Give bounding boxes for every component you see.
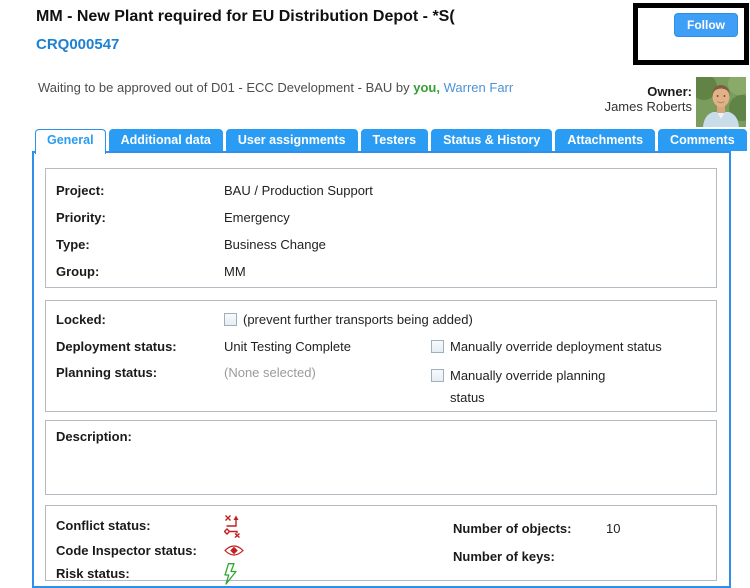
override-deployment-checkbox[interactable]	[431, 340, 444, 353]
workflow-status-line: Waiting to be approved out of D01 - ECC …	[38, 80, 513, 95]
override-planning-label-line1: Manually override planning	[450, 368, 606, 383]
number-of-keys-row: Number of keys:	[453, 542, 620, 570]
priority-label: Priority:	[56, 210, 106, 225]
group-label: Group:	[56, 264, 100, 279]
request-info-box: Project: BAU / Production Support Priori…	[45, 168, 717, 288]
follow-highlight-annotation: Follow	[633, 3, 749, 65]
tab-attachments[interactable]: Attachments	[555, 129, 656, 151]
planning-status-label: Planning status:	[56, 365, 158, 380]
number-of-objects-value: 10	[606, 520, 621, 536]
risk-status-label: Risk status:	[56, 566, 130, 581]
tab-bar: General Additional data User assignments…	[35, 129, 747, 154]
status-approver-link[interactable]: Warren Farr	[443, 80, 514, 95]
locked-field: (prevent further transports being added)	[224, 312, 473, 327]
tab-testers[interactable]: Testers	[360, 129, 429, 151]
status-you: you,	[413, 80, 440, 95]
tab-comments[interactable]: Comments	[658, 129, 747, 151]
priority-row: Priority: Emergency	[56, 204, 706, 231]
override-planning-checkbox[interactable]	[431, 369, 444, 382]
project-value: BAU / Production Support	[224, 183, 373, 198]
avatar-image	[696, 77, 746, 127]
override-deployment-field: Manually override deployment status	[431, 339, 662, 354]
deployment-status-label: Deployment status:	[56, 339, 177, 354]
conflict-status-label: Conflict status:	[56, 518, 151, 533]
locked-label: Locked:	[56, 312, 106, 327]
owner-label: Owner:	[647, 84, 692, 99]
type-value: Business Change	[224, 237, 326, 252]
general-tab-panel: Project: BAU / Production Support Priori…	[32, 151, 731, 588]
override-planning-field: Manually override planning status	[431, 360, 605, 409]
crq-number: CRQ000547	[36, 36, 120, 53]
locked-row: Locked: (prevent further transports bein…	[56, 306, 706, 333]
priority-value: Emergency	[224, 210, 290, 225]
project-row: Project: BAU / Production Support	[56, 177, 706, 204]
number-of-objects-row: Number of objects: 10	[453, 514, 620, 542]
owner-avatar	[696, 77, 746, 127]
group-row: Group: MM	[56, 258, 706, 285]
code-inspector-status-label: Code Inspector status:	[56, 543, 197, 558]
type-label: Type:	[56, 237, 90, 252]
code-inspector-status-row: Code Inspector status:	[56, 539, 706, 562]
number-of-objects-label: Number of objects:	[453, 520, 572, 536]
risk-icon	[224, 562, 248, 585]
risk-status-row: Risk status:	[56, 562, 706, 585]
planning-status-row: Planning status: (None selected) Manuall…	[56, 360, 706, 409]
planning-status-value: (None selected)	[224, 365, 316, 380]
owner-block: Owner: James Roberts	[605, 77, 746, 127]
code-inspector-icon	[224, 544, 248, 557]
deployment-status-value: Unit Testing Complete	[224, 339, 351, 354]
number-of-keys-label: Number of keys:	[453, 548, 555, 564]
override-deployment-label: Manually override deployment status	[450, 339, 662, 354]
project-label: Project:	[56, 183, 105, 198]
conflict-icon	[224, 514, 248, 538]
page-title: MM - New Plant required for EU Distribut…	[36, 8, 455, 25]
status-text: Waiting to be approved out of D01 - ECC …	[38, 80, 414, 95]
counts-column: Number of objects: 10 Number of keys:	[453, 514, 620, 570]
deployment-status-row: Deployment status: Unit Testing Complete…	[56, 333, 706, 360]
description-box: Description:	[45, 420, 717, 495]
override-planning-label-line2: status	[450, 390, 485, 405]
analysis-status-box: Conflict status: Code Inspector status:	[45, 505, 717, 585]
tab-user-assignments[interactable]: User assignments	[225, 129, 358, 151]
follow-button[interactable]: Follow	[674, 13, 738, 37]
owner-name: James Roberts	[604, 99, 692, 114]
tab-additional-data[interactable]: Additional data	[108, 129, 223, 151]
deployment-status-box: Locked: (prevent further transports bein…	[45, 300, 717, 412]
type-row: Type: Business Change	[56, 231, 706, 258]
tab-status-history[interactable]: Status & History	[431, 129, 553, 151]
group-value: MM	[224, 264, 246, 279]
description-label: Description:	[56, 429, 132, 444]
locked-note: (prevent further transports being added)	[243, 312, 473, 327]
conflict-status-row: Conflict status:	[56, 512, 706, 539]
locked-checkbox[interactable]	[224, 313, 237, 326]
tab-general[interactable]: General	[35, 129, 106, 154]
